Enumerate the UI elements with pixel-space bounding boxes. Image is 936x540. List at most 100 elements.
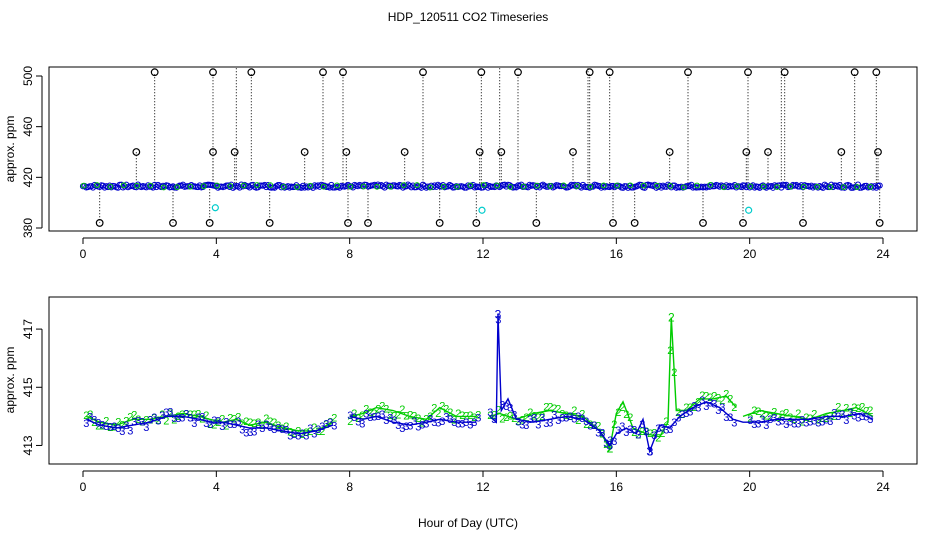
series-3-marker: 3: [423, 419, 429, 431]
series-3-marker: 3: [263, 419, 269, 431]
baseline-point: [520, 183, 527, 190]
series-2-marker: 2: [399, 404, 405, 416]
series-3-marker: 3: [439, 416, 445, 428]
series-3-marker: 3: [191, 418, 197, 430]
baseline-point: [614, 182, 620, 189]
spike-point: [684, 68, 692, 77]
series-3-marker: 3: [575, 411, 581, 423]
spike-point: [744, 68, 752, 77]
series-3-marker: 3: [671, 417, 677, 429]
spike-point: [400, 148, 409, 156]
series-3-marker: 3: [271, 424, 277, 436]
series-2-peak-label: 2: [606, 441, 613, 455]
series-2-marker: 2: [311, 422, 317, 434]
spike-point: [532, 219, 541, 227]
spike-point: [419, 68, 427, 77]
series-3-marker: 3: [347, 410, 353, 422]
spike-point: [475, 148, 484, 156]
baseline-point: [374, 183, 380, 190]
series-3-marker: 3: [607, 435, 613, 447]
series-3-marker: 3: [547, 418, 553, 430]
series-3-marker: 3: [675, 412, 681, 424]
spike-point: [150, 68, 159, 77]
series-3-marker: 3: [307, 423, 313, 435]
series-3-marker: 3: [799, 415, 805, 427]
series-3-marker: 3: [431, 417, 437, 429]
series-3-marker: 3: [587, 421, 593, 433]
series-2-marker: 2: [467, 410, 473, 422]
bottom-marks: 2222222222222222222222222222222222222222…: [83, 308, 873, 459]
series-2-marker: 2: [627, 412, 633, 424]
series-3-marker: 3: [563, 413, 569, 425]
series-2-marker: 2: [711, 390, 717, 402]
series-2-marker: 2: [375, 403, 381, 415]
series-3-marker: 3: [147, 414, 153, 426]
spike-point: [209, 148, 217, 156]
series-2-marker: 2: [475, 409, 481, 421]
series-3-marker: 3: [411, 416, 417, 428]
spike-point: [247, 68, 256, 77]
spike-point: [665, 148, 674, 156]
series-3-marker: 3: [299, 428, 305, 440]
series-2-marker: 2: [135, 414, 141, 426]
series-2-marker: 2: [619, 402, 625, 414]
series-2-marker: 2: [215, 417, 221, 429]
series-3-marker: 3: [227, 419, 233, 431]
series-2-marker: 2: [331, 412, 337, 424]
series-3-marker: 3: [111, 421, 117, 433]
series-3-marker: 3: [295, 430, 301, 442]
series-2-marker: 2: [823, 413, 829, 425]
series-3-marker: 3: [503, 401, 509, 413]
baseline-point: [876, 182, 883, 189]
series-3-marker: 3: [579, 413, 585, 425]
series-2-marker: 2: [271, 417, 277, 429]
spike-point: [742, 148, 751, 156]
bottom-plot-frame: [48, 296, 918, 465]
series-3-marker: 3: [395, 420, 401, 432]
baseline-point: [414, 182, 420, 188]
series-3-marker: 3: [591, 420, 597, 432]
series-3-marker: 3: [615, 425, 621, 437]
series-2-marker: 2: [259, 420, 265, 432]
series-3-marker: 3: [683, 408, 689, 420]
series-3-marker: 3: [775, 417, 781, 429]
series-3-marker: 3: [443, 412, 449, 424]
series-2-marker: 2: [611, 419, 617, 431]
series-2-marker: 2: [511, 413, 517, 425]
series-3-marker: 3: [471, 417, 477, 429]
series-3-marker: 3: [623, 427, 629, 439]
series-2-marker: 2: [531, 411, 537, 423]
series-2-marker: 2: [295, 426, 301, 438]
series-3-marker: 3: [143, 422, 149, 434]
series-2-marker: 2: [515, 416, 521, 428]
series-3-marker: 3: [303, 430, 309, 442]
top-axes: 0 4 8 12 16 20 24 380 420 460 500: [21, 66, 890, 261]
series-2-marker: 2: [363, 404, 369, 416]
baseline-point: [224, 182, 232, 189]
series-2-marker: 2: [655, 432, 661, 444]
spike-point: [514, 68, 522, 77]
spike-point: [850, 68, 859, 77]
baseline-point: [787, 183, 794, 190]
series-2-marker: 2: [195, 409, 201, 421]
series-3-marker: 3: [247, 427, 253, 439]
spike-point: [435, 219, 444, 227]
series-2-marker: 2: [647, 428, 653, 440]
baseline-point: [387, 183, 394, 190]
series-3: 3333333333333333333333333333333333333333…: [83, 308, 873, 459]
series-2-marker: 2: [687, 402, 693, 414]
series-2-marker: 2: [139, 416, 145, 428]
series-3-marker: 3: [355, 416, 361, 428]
baseline-point: [840, 184, 847, 190]
series-2-marker: 2: [723, 389, 729, 401]
series-2-marker: 2: [527, 407, 533, 419]
series-2-marker: 2: [755, 406, 761, 418]
spike-point: [472, 219, 481, 227]
series-3-marker: 3: [139, 416, 145, 428]
series-3-marker: 3: [215, 415, 221, 427]
series-2-marker: 2: [383, 404, 389, 416]
baseline-point: [120, 182, 127, 189]
baseline-point: [227, 183, 234, 189]
baseline-point: [280, 183, 287, 190]
baseline-point: [454, 183, 460, 190]
